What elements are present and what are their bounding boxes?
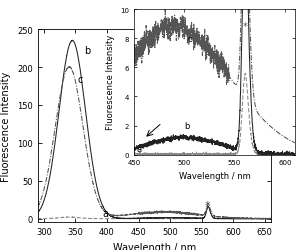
Text: b: b	[84, 46, 90, 56]
Text: b: b	[184, 122, 190, 131]
X-axis label: Wavelength / nm: Wavelength / nm	[178, 171, 250, 180]
Text: c: c	[187, 35, 192, 44]
Text: c: c	[78, 75, 83, 85]
X-axis label: Wavelength / nm: Wavelength / nm	[113, 242, 196, 250]
Text: a: a	[137, 144, 142, 153]
Text: *: *	[205, 200, 211, 210]
Text: a: a	[103, 208, 109, 218]
Text: *: *	[242, 22, 247, 32]
Y-axis label: Fluorescence Intensity: Fluorescence Intensity	[106, 35, 114, 130]
Y-axis label: Fluorescence Intensity: Fluorescence Intensity	[2, 71, 11, 181]
